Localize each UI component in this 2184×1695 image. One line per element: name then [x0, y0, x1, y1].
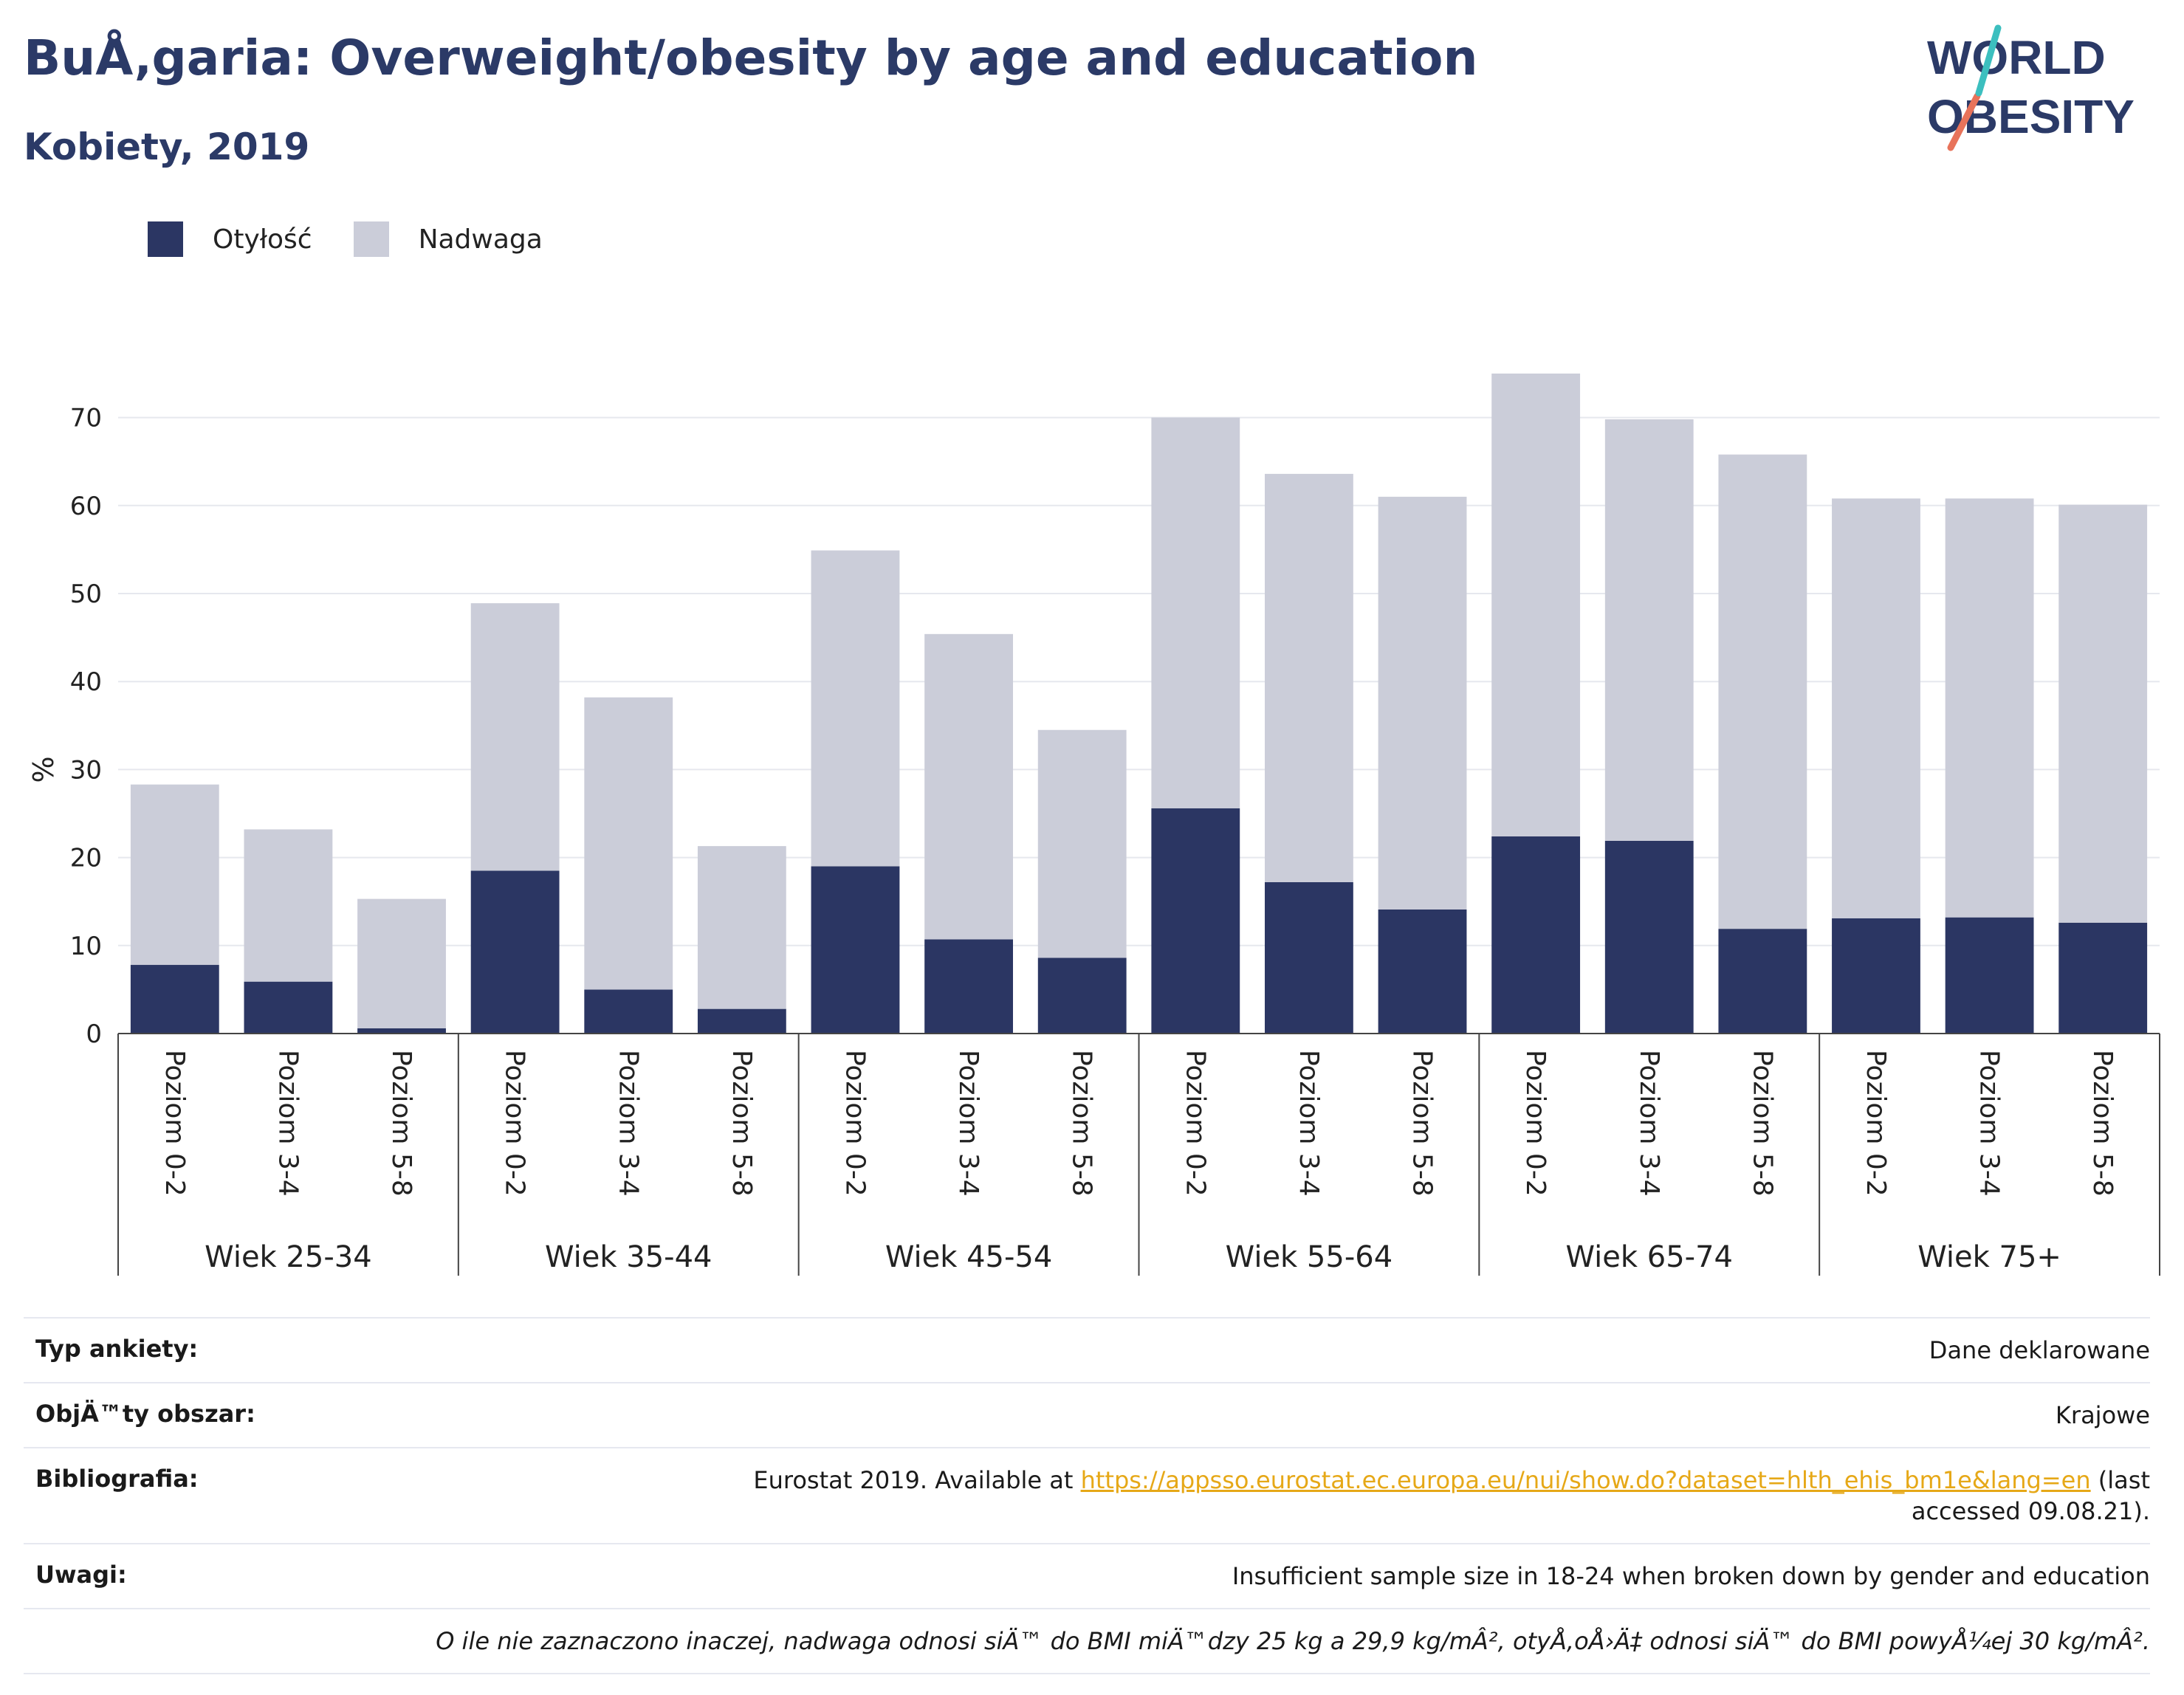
bibliography-link[interactable]: https://appsso.eurostat.ec.europa.eu/nui… — [1080, 1466, 2091, 1494]
legend-label-obesity: Otyłość — [213, 224, 312, 255]
bar-overweight — [1945, 498, 2034, 918]
x-tick-label: Poziom 0-2 — [159, 1050, 190, 1197]
bar-obesity — [1378, 909, 1467, 1034]
group-label: Wiek 35-44 — [545, 1240, 712, 1274]
meta-row-survey-type: Typ ankiety: Dane deklarowane — [24, 1317, 2150, 1382]
legend-swatch-overweight — [353, 221, 389, 257]
world-obesity-logo: WORLD OBESITY — [1927, 24, 2135, 151]
bar-overweight — [1151, 417, 1240, 808]
bar-overweight — [2058, 504, 2148, 923]
x-tick-label: Poziom 0-2 — [500, 1050, 530, 1197]
svg-text:WORLD: WORLD — [1927, 31, 2106, 84]
bar-overweight — [584, 697, 673, 990]
x-tick-label: Poziom 3-4 — [272, 1050, 303, 1197]
bar-obesity — [1037, 957, 1127, 1034]
x-tick-label: Poziom 3-4 — [613, 1050, 643, 1197]
bar-overweight — [1832, 498, 1920, 918]
svg-text:OBESITY: OBESITY — [1927, 90, 2135, 143]
metadata-table: Typ ankiety: Dane deklarowane ObjÄ™ty ob… — [24, 1317, 2150, 1674]
bar-obesity — [1945, 917, 2034, 1034]
bar-obesity — [1718, 929, 1807, 1034]
x-tick-label: Poziom 3-4 — [953, 1050, 983, 1197]
bar-overweight — [1491, 374, 1581, 836]
bar-overweight — [1378, 496, 1467, 910]
stacked-bar-chart: 0 10 20 30 40 50 60 70% Poziom 0-2 Poziom 3-4 Pozi… — [27, 374, 2160, 1276]
x-tick-label: Poziom 5-8 — [2087, 1050, 2118, 1197]
bar-obesity — [811, 866, 900, 1034]
meta-value: Krajowe — [2055, 1401, 2150, 1429]
footnote: O ile nie zaznaczono inaczej, nadwaga od… — [436, 1627, 2150, 1655]
bar-overweight — [357, 898, 446, 1028]
bar-obesity — [1832, 918, 1920, 1034]
bibliography-prefix: Eurostat 2019. Available at — [753, 1466, 1081, 1494]
x-tick-label: Poziom 0-2 — [1180, 1050, 1210, 1197]
bar-overweight — [1037, 729, 1127, 958]
group-label: Wiek 45-54 — [885, 1240, 1053, 1274]
x-tick-label: Poziom 5-8 — [1747, 1050, 1777, 1197]
meta-value: Dane deklarowane — [1929, 1336, 2150, 1364]
bibliography-suffix: (last accessed 09.08.21). — [1911, 1466, 2150, 1525]
page-title: BuÅ‚garia: Overweight/obesity by age and… — [24, 30, 1478, 86]
meta-key: Uwagi: — [35, 1561, 127, 1589]
bar-obesity — [584, 989, 673, 1034]
bar-obesity — [244, 981, 333, 1034]
meta-value: Eurostat 2019. Available at https://apps… — [673, 1465, 2150, 1527]
x-tick-label: Poziom 3-4 — [1294, 1050, 1324, 1197]
bar-overweight — [1265, 473, 1353, 882]
bar-overweight — [470, 603, 560, 871]
meta-value: Insufficient sample size in 18-24 when b… — [1232, 1562, 2150, 1590]
meta-key: Bibliografia: — [35, 1465, 199, 1493]
x-tick-label: Poziom 0-2 — [839, 1050, 870, 1197]
bar-overweight — [697, 846, 786, 1009]
legend-label-overweight: Nadwaga — [418, 224, 543, 255]
bar-overweight — [1604, 419, 1694, 841]
y-tick-label: 10 — [70, 932, 102, 961]
x-tick-label: Poziom 5-8 — [1407, 1050, 1438, 1197]
bar-obesity — [1491, 836, 1581, 1034]
group-label: Wiek 55-64 — [1226, 1240, 1393, 1274]
x-tick-label: Poziom 0-2 — [1861, 1050, 1891, 1197]
bar-overweight — [924, 633, 1013, 940]
y-tick-label: 30 — [70, 755, 102, 785]
meta-row-bibliography: Bibliografia: Eurostat 2019. Available a… — [24, 1447, 2150, 1543]
bar-obesity — [1265, 881, 1353, 1034]
bar-obesity — [2058, 922, 2148, 1034]
bar-overweight — [1718, 454, 1807, 929]
bar-overweight — [811, 550, 900, 867]
group-label: Wiek 65-74 — [1565, 1240, 1733, 1274]
bar-obesity — [1151, 808, 1240, 1034]
bar-obesity — [697, 1008, 786, 1034]
bar-obesity — [357, 1028, 446, 1034]
y-tick-label: 50 — [70, 580, 102, 609]
meta-row-coverage: ObjÄ™ty obszar: Krajowe — [24, 1382, 2150, 1447]
x-tick-label: Poziom 0-2 — [1520, 1050, 1551, 1197]
bar-obesity — [130, 965, 219, 1034]
bar-obesity — [1604, 840, 1694, 1034]
bar-overweight — [244, 829, 333, 982]
x-tick-label: Poziom 5-8 — [1067, 1050, 1097, 1197]
y-tick-label: 0 — [86, 1020, 102, 1049]
page-subtitle: Kobiety, 2019 — [24, 126, 310, 168]
bar-obesity — [470, 870, 560, 1034]
y-tick-label: 20 — [70, 844, 102, 873]
y-tick-label: 70 — [70, 404, 102, 433]
bar-overweight — [130, 784, 219, 966]
x-tick-label: Poziom 3-4 — [1634, 1050, 1664, 1197]
group-label: Wiek 75+ — [1917, 1240, 2061, 1274]
bar-obesity — [924, 939, 1013, 1034]
y-axis-label: % — [27, 756, 60, 783]
group-label: Wiek 25-34 — [205, 1240, 372, 1274]
x-tick-label: Poziom 3-4 — [1974, 1050, 2005, 1197]
y-tick-label: 60 — [70, 492, 102, 521]
legend-swatch-obesity — [148, 221, 183, 257]
x-tick-label: Poziom 5-8 — [727, 1050, 757, 1197]
meta-row-notes: Uwagi: Insufficient sample size in 18-24… — [24, 1543, 2150, 1608]
chart-legend: Otyłość Nadwaga — [148, 220, 584, 258]
meta-key: ObjÄ™ty obszar: — [35, 1400, 255, 1428]
y-tick-label: 40 — [70, 667, 102, 697]
meta-key: Typ ankiety: — [35, 1335, 199, 1363]
x-tick-label: Poziom 5-8 — [386, 1050, 416, 1197]
meta-row-footnote: O ile nie zaznaczono inaczej, nadwaga od… — [24, 1608, 2150, 1674]
